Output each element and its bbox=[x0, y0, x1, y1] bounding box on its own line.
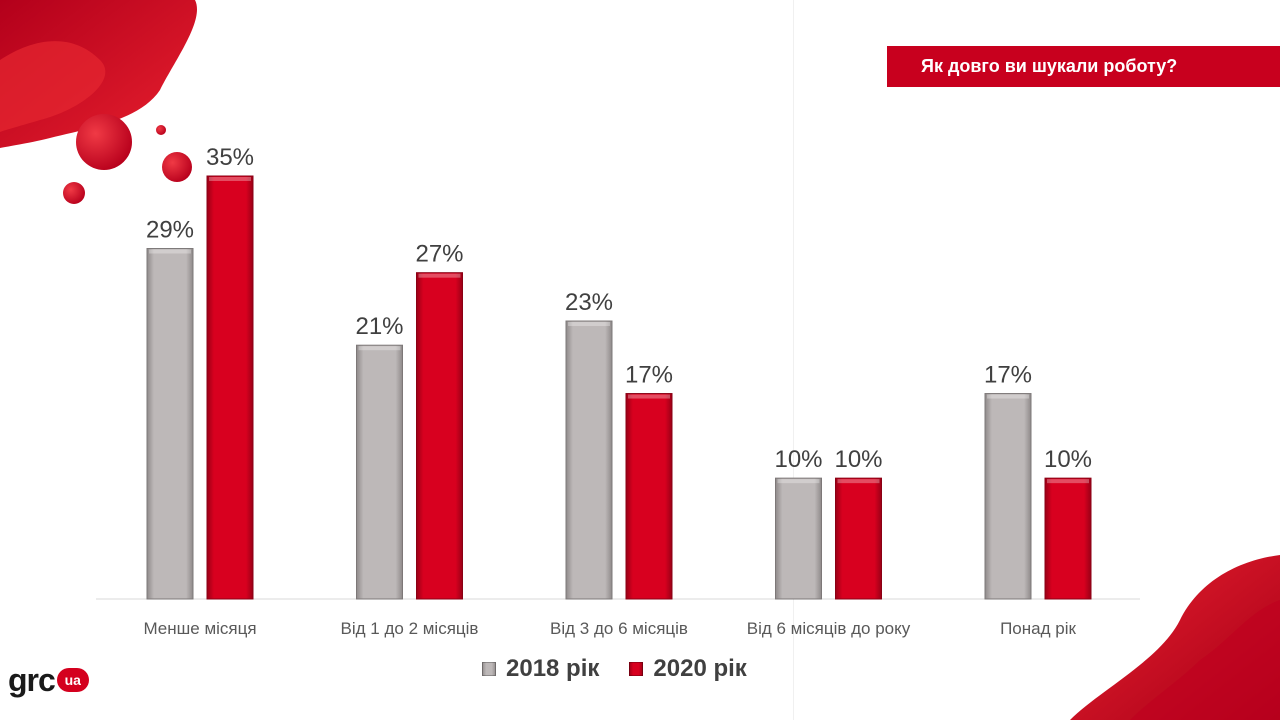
legend-label-2018: 2018 рік bbox=[506, 655, 600, 682]
value-label-2018-1: 21% bbox=[355, 313, 403, 340]
bar-bevel-2020-1 bbox=[418, 273, 461, 278]
dot-large bbox=[76, 114, 132, 170]
bar-bevel-2018-4 bbox=[987, 394, 1029, 399]
bar-2020-0 bbox=[206, 175, 254, 600]
chart-title: Як довго ви шукали роботу? bbox=[921, 56, 1178, 76]
legend-item-2020: 2020 рік bbox=[629, 655, 747, 683]
bar-2020-3 bbox=[835, 477, 882, 600]
bar-2018-1 bbox=[356, 344, 403, 600]
bottom-right-blob-highlight bbox=[1130, 600, 1280, 720]
category-label-4: Понад рік bbox=[1000, 619, 1076, 638]
dot-tiny bbox=[156, 125, 166, 135]
bar-bevel-2020-4 bbox=[1047, 479, 1089, 484]
bar-bevel-2018-0 bbox=[149, 249, 191, 254]
bar-bevel-2020-0 bbox=[209, 177, 251, 181]
title-banner: Як довго ви шукали роботу? bbox=[887, 46, 1280, 87]
bar-2018-4 bbox=[984, 393, 1032, 600]
bar-2020-1 bbox=[416, 272, 463, 600]
value-label-2020-4: 10% bbox=[1044, 446, 1092, 473]
value-label-2018-2: 23% bbox=[565, 289, 613, 316]
value-label-2020-0: 35% bbox=[206, 144, 254, 171]
bar-bevel-2018-3 bbox=[777, 479, 820, 484]
bar-2018-3 bbox=[775, 477, 822, 600]
logo-text: grc bbox=[8, 662, 56, 698]
bar-bevel-2018-1 bbox=[358, 346, 401, 351]
legend-swatch-2018 bbox=[482, 662, 496, 676]
bar-bevel-2018-2 bbox=[568, 322, 610, 327]
background-divider bbox=[793, 0, 794, 720]
value-label-2020-2: 17% bbox=[625, 362, 673, 389]
value-label-2018-0: 29% bbox=[146, 217, 194, 244]
dot-small bbox=[63, 182, 85, 204]
category-label-0: Менше місяця bbox=[143, 619, 256, 638]
legend-swatch-2020 bbox=[629, 662, 644, 676]
legend: 2018 рік 2020 рік bbox=[482, 652, 747, 686]
value-label-2020-1: 27% bbox=[415, 241, 463, 268]
value-label-2018-4: 17% bbox=[984, 362, 1032, 389]
value-label-2020-3: 10% bbox=[834, 446, 882, 473]
bar-bevel-2020-2 bbox=[628, 394, 670, 399]
bar-2018-2 bbox=[565, 320, 613, 600]
legend-item-2018: 2018 рік bbox=[482, 655, 599, 683]
category-label-3: Від 6 місяців до року bbox=[747, 619, 911, 638]
top-left-blob-highlight bbox=[0, 41, 106, 132]
bar-2018-0 bbox=[146, 248, 194, 600]
bar-bevel-2020-3 bbox=[837, 479, 880, 484]
category-label-2: Від 3 до 6 місяців bbox=[550, 619, 688, 638]
legend-label-2020: 2020 рік bbox=[653, 655, 747, 682]
bar-2020-2 bbox=[625, 393, 673, 600]
value-label-2018-3: 10% bbox=[774, 446, 822, 473]
category-label-1: Від 1 до 2 місяців bbox=[341, 619, 479, 638]
dot-medium bbox=[162, 152, 192, 182]
grc-logo: grc ua bbox=[8, 664, 89, 696]
bar-2020-4 bbox=[1044, 477, 1092, 600]
logo-badge: ua bbox=[56, 668, 89, 692]
